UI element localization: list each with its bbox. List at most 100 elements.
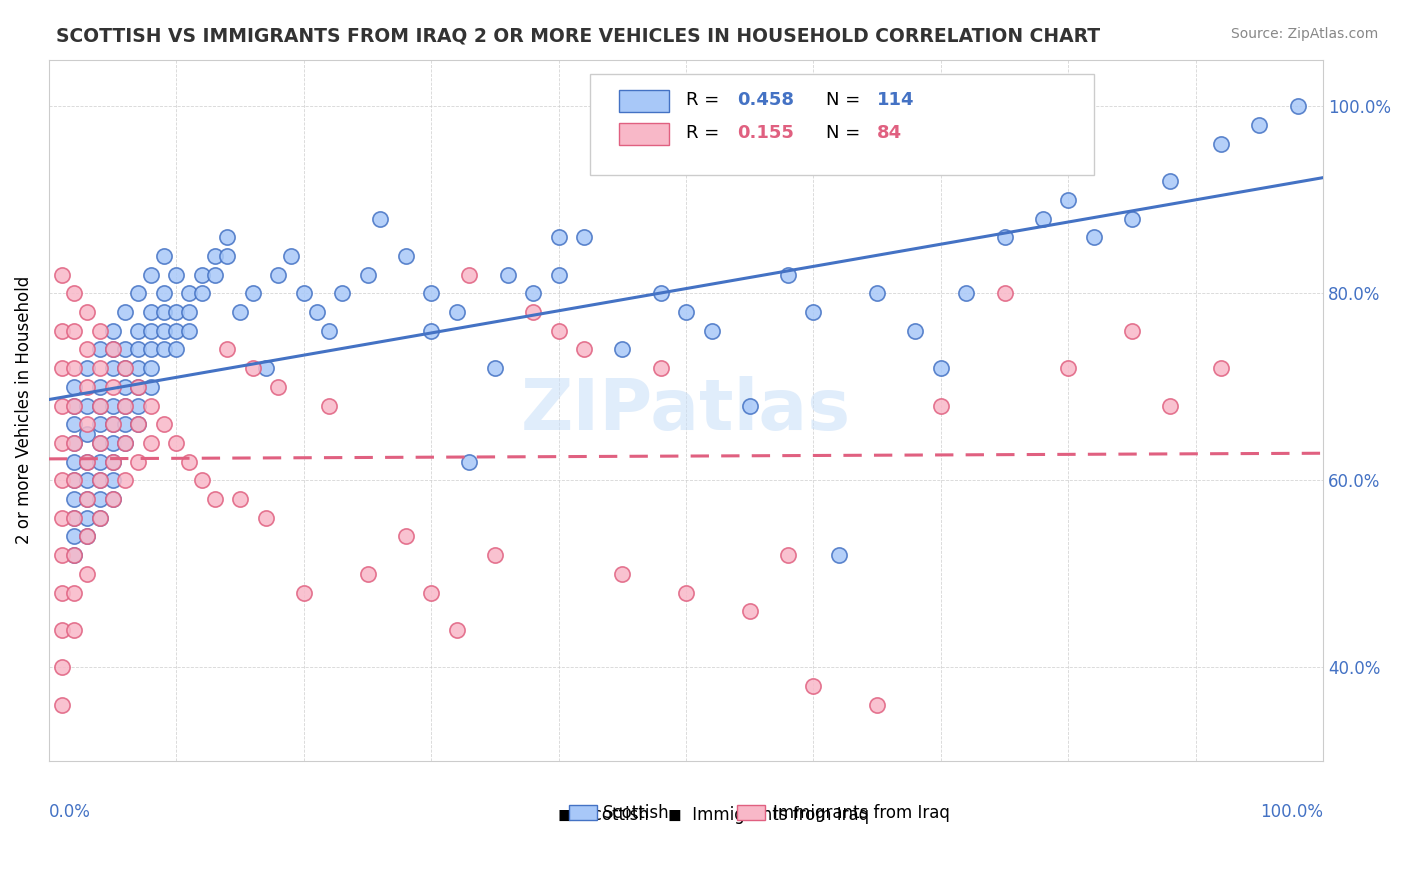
Point xyxy=(127,455,149,469)
Point xyxy=(292,585,315,599)
Point xyxy=(114,473,136,487)
Point xyxy=(63,585,86,599)
Point xyxy=(165,268,187,282)
Point xyxy=(650,286,672,301)
Text: Source: ZipAtlas.com: Source: ZipAtlas.com xyxy=(1230,27,1378,41)
Point xyxy=(76,491,98,506)
Text: 0.0%: 0.0% xyxy=(49,803,91,821)
Point xyxy=(114,436,136,450)
FancyBboxPatch shape xyxy=(619,90,669,112)
Point xyxy=(994,286,1017,301)
Point xyxy=(51,623,73,637)
Point xyxy=(522,286,544,301)
Point xyxy=(191,268,214,282)
Point xyxy=(267,380,290,394)
Point xyxy=(191,473,214,487)
Point xyxy=(89,473,111,487)
Point xyxy=(675,305,697,319)
Point xyxy=(63,623,86,637)
FancyBboxPatch shape xyxy=(619,123,669,145)
Point xyxy=(51,268,73,282)
Point xyxy=(305,305,328,319)
Point xyxy=(127,380,149,394)
Point xyxy=(63,455,86,469)
Point xyxy=(51,548,73,562)
Point xyxy=(127,417,149,432)
Point xyxy=(139,436,162,450)
Point xyxy=(484,361,506,376)
Point xyxy=(114,417,136,432)
Point xyxy=(217,249,239,263)
Point xyxy=(63,548,86,562)
Point xyxy=(76,529,98,543)
Point xyxy=(165,436,187,450)
Point xyxy=(63,510,86,524)
Text: N =: N = xyxy=(827,124,866,142)
Point xyxy=(101,324,124,338)
Point xyxy=(242,286,264,301)
Point xyxy=(1211,136,1233,151)
Point xyxy=(1057,361,1080,376)
Point xyxy=(63,491,86,506)
Point xyxy=(114,399,136,413)
Point xyxy=(51,436,73,450)
Point xyxy=(866,698,889,712)
Point xyxy=(458,455,481,469)
Point xyxy=(127,361,149,376)
Point xyxy=(152,343,174,357)
Point xyxy=(152,324,174,338)
Point xyxy=(420,286,443,301)
Point xyxy=(114,436,136,450)
Point xyxy=(89,380,111,394)
Point xyxy=(51,585,73,599)
Point xyxy=(254,510,277,524)
Text: SCOTTISH VS IMMIGRANTS FROM IRAQ 2 OR MORE VEHICLES IN HOUSEHOLD CORRELATION CHA: SCOTTISH VS IMMIGRANTS FROM IRAQ 2 OR MO… xyxy=(56,27,1101,45)
Point xyxy=(89,417,111,432)
Point xyxy=(1211,361,1233,376)
Point xyxy=(139,324,162,338)
Point xyxy=(330,286,353,301)
Point xyxy=(675,585,697,599)
Point xyxy=(63,436,86,450)
Point xyxy=(63,510,86,524)
Point xyxy=(101,436,124,450)
Point xyxy=(63,529,86,543)
Point xyxy=(101,380,124,394)
Point xyxy=(828,548,851,562)
Point xyxy=(929,361,952,376)
Point xyxy=(127,417,149,432)
Point xyxy=(101,491,124,506)
Point xyxy=(254,361,277,376)
Point xyxy=(496,268,519,282)
Point xyxy=(63,286,86,301)
Point xyxy=(572,230,595,244)
Point xyxy=(446,623,468,637)
Point xyxy=(51,473,73,487)
Point xyxy=(114,399,136,413)
Point xyxy=(51,510,73,524)
Point xyxy=(1121,324,1143,338)
Point xyxy=(139,343,162,357)
Point xyxy=(63,473,86,487)
Point xyxy=(612,343,634,357)
Point xyxy=(89,455,111,469)
Point xyxy=(139,380,162,394)
Point xyxy=(76,473,98,487)
Point xyxy=(547,268,569,282)
Point xyxy=(127,399,149,413)
FancyBboxPatch shape xyxy=(737,805,765,821)
Point xyxy=(63,473,86,487)
Point xyxy=(242,361,264,376)
Point xyxy=(76,566,98,581)
Point xyxy=(292,286,315,301)
Point xyxy=(179,286,201,301)
Text: 0.155: 0.155 xyxy=(737,124,794,142)
Point xyxy=(1159,399,1181,413)
Text: 114: 114 xyxy=(877,91,915,110)
Text: 100.0%: 100.0% xyxy=(1260,803,1323,821)
Point xyxy=(572,343,595,357)
Point xyxy=(776,268,799,282)
Point xyxy=(63,417,86,432)
Text: N =: N = xyxy=(827,91,866,110)
Point xyxy=(89,510,111,524)
